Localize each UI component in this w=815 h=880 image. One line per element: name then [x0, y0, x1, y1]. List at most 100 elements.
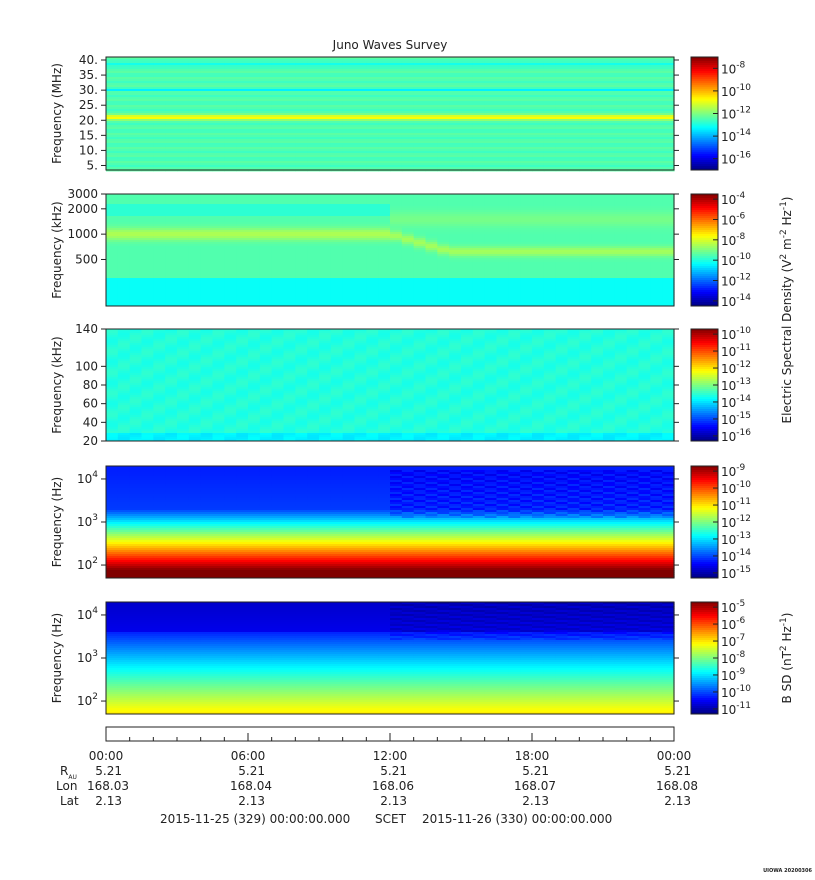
spectrogram-cell: [366, 196, 379, 199]
spectrogram-cell: [425, 99, 438, 102]
spectrogram-cell: [626, 57, 640, 60]
spectrogram-cell: [283, 141, 296, 144]
spectrogram-cell: [283, 167, 296, 170]
spectrogram-cell: [543, 196, 557, 199]
spectrogram-cell: [437, 131, 450, 134]
spectrogram-cell: [378, 147, 391, 150]
spectrogram-cell: [378, 63, 391, 66]
spectrogram-cell: [520, 69, 533, 72]
spectrogram-cell: [543, 85, 557, 88]
spectrogram-cell: [117, 131, 131, 134]
spectrogram-cell: [283, 210, 296, 213]
spectrogram-cell: [532, 204, 545, 207]
spectrogram-cell: [543, 206, 557, 209]
spectrogram-cell: [188, 79, 202, 82]
spectrogram-cell: [295, 155, 308, 158]
spectrogram-cell: [141, 115, 154, 118]
spectrogram-cell: [106, 57, 119, 60]
spectrogram-cell: [188, 204, 202, 207]
spectrogram-cell: [117, 95, 131, 98]
spectrogram-cell: [188, 165, 202, 168]
spectrogram-cell: [271, 161, 285, 164]
spectrogram-cell: [484, 165, 498, 168]
spectrogram-cell: [342, 59, 356, 62]
spectrogram-cell: [177, 202, 190, 205]
spectrogram-cell: [117, 210, 131, 213]
spectrogram-cell: [614, 196, 628, 199]
spectrogram-cell: [248, 121, 261, 124]
spectrogram-cell: [484, 139, 498, 142]
spectrogram-cell: [543, 59, 557, 62]
spectrogram-cell: [236, 61, 249, 64]
spectrogram-cell: [295, 131, 308, 134]
spectrogram-cell: [626, 61, 640, 64]
spectrogram-cell: [330, 65, 344, 68]
spectrogram-cell: [543, 200, 557, 203]
spectrogram-cell: [638, 155, 651, 158]
spectrogram-cell: [555, 145, 569, 148]
spectrogram-cell: [141, 99, 154, 102]
spectrogram-cell: [472, 97, 486, 100]
spectrogram-cell: [330, 149, 344, 152]
spectrogram-cell: [437, 159, 450, 162]
spectrogram-cell: [401, 155, 415, 158]
spectrogram-cell: [390, 137, 403, 140]
spectrogram-cell: [638, 127, 651, 130]
spectrogram-cell: [224, 95, 237, 98]
spectrogram-cell: [413, 79, 427, 82]
spectrogram-cell: [188, 65, 202, 68]
spectrogram-cell: [224, 85, 237, 88]
spectrogram-cell: [342, 77, 356, 80]
spectrogram-cell: [236, 143, 249, 146]
spectrogram-cell: [307, 202, 320, 205]
spectrogram-cell: [378, 135, 391, 138]
spectrogram-cell: [413, 137, 427, 140]
spectrogram-cell: [461, 157, 474, 160]
spectrogram-cell: [555, 65, 569, 68]
spectrogram-cell: [461, 212, 474, 215]
spectrogram-cell: [200, 71, 214, 74]
spectrogram-cell: [520, 139, 533, 142]
spectrogram-cell: [248, 155, 261, 158]
spectrogram-cell: [283, 123, 296, 126]
spectrogram-cell: [378, 67, 391, 70]
spectrogram-cell: [295, 67, 308, 70]
spectrogram-cell: [283, 119, 296, 122]
spectrogram-cell: [141, 67, 154, 70]
spectrogram-cell: [319, 95, 332, 98]
spectrogram-cell: [390, 79, 403, 82]
spectrogram-cell: [153, 153, 166, 156]
spectrogram-cell: [555, 93, 569, 96]
spectrogram-cell: [650, 71, 663, 74]
spectrogram-cell: [626, 129, 640, 132]
spectrogram-cell: [614, 89, 628, 92]
spectrogram-cell: [532, 61, 545, 64]
spectrogram-cell: [271, 67, 285, 70]
spectrogram-cell: [188, 115, 202, 118]
spectrogram-cell: [117, 200, 131, 203]
spectrogram-cell: [591, 83, 604, 86]
spectrogram-cell: [106, 125, 119, 128]
spectrogram-cell: [508, 157, 521, 160]
spectrogram-cell: [520, 163, 533, 166]
spectrogram-cell: [437, 163, 450, 166]
spectrogram-cell: [413, 159, 427, 162]
spectrogram-cell: [200, 147, 214, 150]
spectrogram-cell: [378, 214, 391, 217]
spectrogram-cell: [472, 157, 486, 160]
spectrogram-cell: [307, 206, 320, 209]
spectrogram-cell: [153, 77, 166, 80]
spectrogram-cell: [283, 159, 296, 162]
spectrogram-cell: [472, 107, 486, 110]
spectrogram-cell: [259, 147, 273, 150]
spectrogram-cell: [366, 194, 379, 197]
spectrogram-cell: [662, 119, 675, 122]
spectrogram-cell: [129, 83, 143, 86]
spectrogram-cell: [307, 133, 320, 136]
spectrogram-cell: [520, 123, 533, 126]
spectrogram-cell: [319, 196, 332, 199]
spectrogram-cell: [532, 81, 545, 84]
spectrogram-cell: [555, 125, 569, 128]
spectrogram-cell: [129, 67, 143, 70]
spectrogram-cell: [319, 125, 332, 128]
